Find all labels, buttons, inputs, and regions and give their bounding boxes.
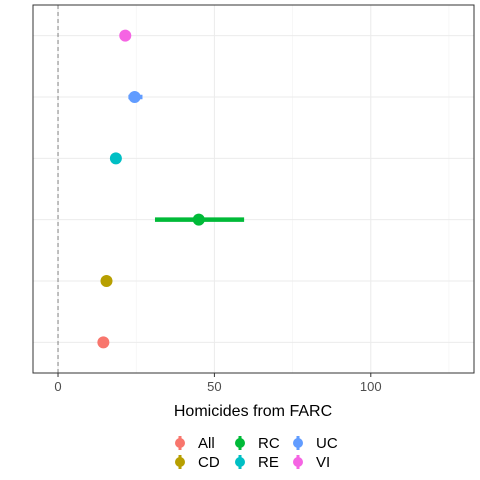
- point-re: [109, 152, 122, 165]
- legend-label-cd: CD: [198, 454, 220, 471]
- legend-key-point-all: [175, 438, 185, 448]
- legend-label-vi: VI: [316, 454, 330, 471]
- x-tick-label: 100: [360, 379, 382, 394]
- legend-label-rc: RC: [258, 435, 280, 452]
- legend-key-point-uc: [293, 438, 303, 448]
- legend-label-uc: UC: [316, 435, 338, 452]
- legend-key-point-vi: [293, 457, 303, 467]
- point-cd: [100, 275, 113, 287]
- legend: All CD RC RE UC VI: [175, 435, 338, 471]
- x-axis-title: Homicides from FARC: [174, 403, 332, 420]
- legend-label-re: RE: [258, 454, 279, 471]
- series-layer: [97, 29, 245, 349]
- x-tick-label: 0: [54, 379, 61, 394]
- point-vi: [119, 29, 132, 42]
- x-axis: 0 50 100: [54, 373, 382, 394]
- legend-key-point-rc: [235, 438, 245, 448]
- legend-key-point-re: [235, 457, 245, 467]
- x-tick-label: 50: [207, 379, 221, 394]
- legend-label-all: All: [198, 435, 215, 452]
- legend-key-point-cd: [175, 457, 185, 467]
- panel-border: [32, 4, 475, 374]
- point-uc: [128, 91, 141, 103]
- point-all: [97, 336, 110, 349]
- point-rc: [192, 213, 205, 226]
